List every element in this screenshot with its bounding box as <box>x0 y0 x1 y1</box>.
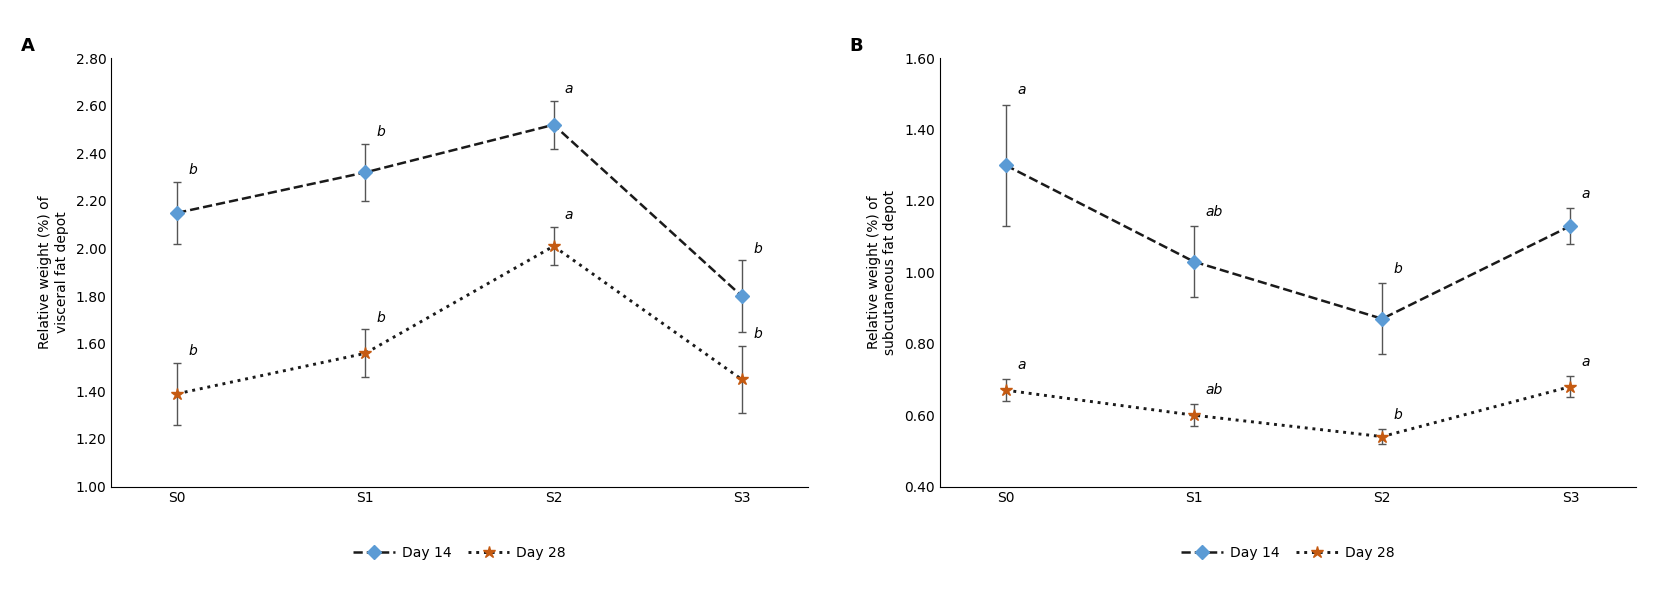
Text: b: b <box>754 242 762 256</box>
Text: b: b <box>754 327 762 341</box>
Text: b: b <box>1394 262 1402 276</box>
Text: A: A <box>20 36 35 55</box>
Legend: Day 14, Day 28: Day 14, Day 28 <box>1176 541 1400 565</box>
Text: b: b <box>189 344 197 358</box>
Text: a: a <box>1018 358 1026 372</box>
Text: b: b <box>1394 409 1402 423</box>
Text: B: B <box>849 36 862 55</box>
Text: b: b <box>376 311 386 325</box>
Y-axis label: Relative weight (%) of
subcutaneous fat depot: Relative weight (%) of subcutaneous fat … <box>867 190 897 355</box>
Text: a: a <box>1018 83 1026 97</box>
Text: a: a <box>565 209 573 223</box>
Text: a: a <box>565 82 573 96</box>
Y-axis label: Relative weight (%) of
visceral fat depot: Relative weight (%) of visceral fat depo… <box>38 196 69 349</box>
Text: ab: ab <box>1205 205 1223 219</box>
Text: a: a <box>1582 354 1591 369</box>
Text: a: a <box>1582 187 1591 201</box>
Text: b: b <box>189 163 197 177</box>
Text: b: b <box>376 125 386 139</box>
Text: ab: ab <box>1205 383 1223 397</box>
Legend: Day 14, Day 28: Day 14, Day 28 <box>348 541 571 565</box>
